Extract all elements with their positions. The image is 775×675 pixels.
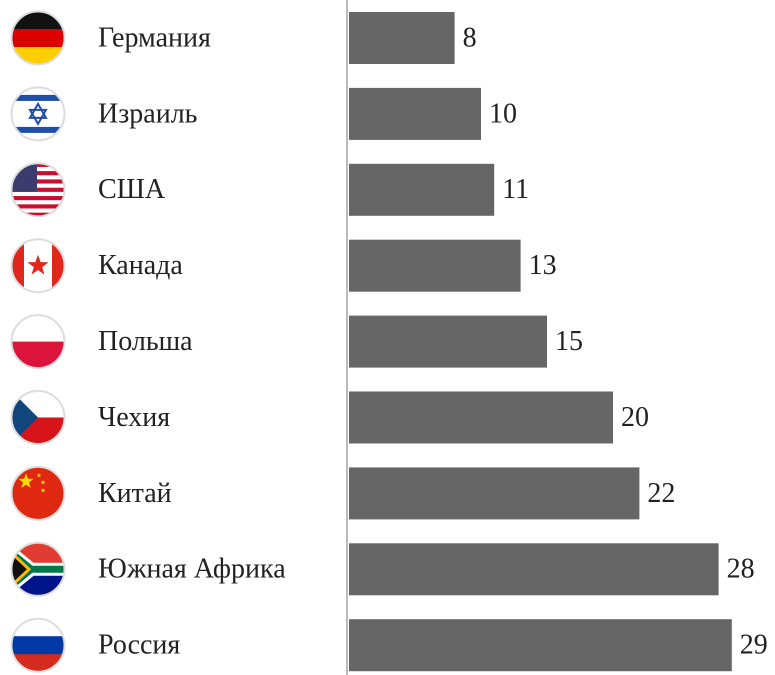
flag-border: [10, 617, 66, 673]
flag-stripe: [12, 200, 64, 205]
y-tick-label: Германия: [98, 22, 211, 53]
bar: [349, 543, 719, 596]
flag-star: [40, 479, 46, 485]
flag-stripe: [12, 47, 64, 64]
bar: [349, 315, 547, 368]
flag-stripe: [12, 94, 64, 101]
flag-stripe: [12, 163, 64, 168]
flag-stripe: [12, 543, 64, 554]
flag-stripe: [12, 171, 64, 176]
flag-triangle: [12, 391, 38, 444]
flag-stripe: [12, 208, 64, 214]
value-label: 29: [740, 630, 768, 661]
flag-stripe: [12, 636, 64, 655]
flag-stripe: [12, 341, 64, 368]
flag-stripe: [12, 654, 64, 672]
flag-stripe: [12, 187, 64, 193]
flag-stripe: [12, 585, 64, 596]
flag: [12, 87, 64, 140]
flag-stripe: [12, 574, 64, 586]
flag-stripe: [12, 553, 64, 565]
flag-star: [36, 472, 42, 478]
value-label: 15: [555, 326, 583, 357]
flag: [12, 543, 64, 596]
flag-border: [10, 86, 66, 142]
flag: [12, 163, 64, 216]
bar: [349, 239, 521, 292]
flag-border: [10, 162, 66, 218]
flag-stripe: [52, 239, 64, 292]
flag-stripe: [12, 29, 64, 48]
value-label: 22: [647, 478, 675, 509]
bar: [349, 467, 640, 520]
flag-triangle: [12, 548, 32, 590]
flag-border: [10, 541, 66, 597]
flag: [12, 12, 64, 64]
value-label: 20: [621, 402, 649, 433]
bar: [349, 391, 613, 444]
y-tick-label: Канада: [98, 250, 183, 281]
flag-stripe: [12, 12, 64, 30]
y-tick-label: Израиль: [98, 98, 197, 129]
flag-stripe: [12, 191, 64, 197]
flag-star: [40, 487, 46, 493]
y-tick-label: Россия: [98, 630, 180, 661]
flag-star: [27, 254, 49, 275]
y-tick-label: США: [98, 174, 166, 205]
y-tick-label: Чехия: [98, 402, 170, 433]
flag-stripe: [12, 315, 64, 343]
bar: [349, 87, 481, 140]
flag-y: [12, 543, 64, 596]
bar: [349, 619, 732, 672]
value-label: 8: [463, 22, 477, 53]
value-label: 13: [529, 250, 557, 281]
flag-star: [18, 473, 34, 488]
flag: [12, 391, 64, 444]
y-tick-label: Польша: [98, 326, 193, 357]
flag: [12, 619, 64, 672]
flag-stripe: [12, 619, 64, 637]
flag-stripe: [12, 183, 64, 189]
flag-stripe: [12, 175, 64, 180]
value-label: 10: [489, 98, 517, 129]
flag-border: [10, 238, 66, 294]
y-tick-label: Китай: [98, 478, 172, 509]
flag-stripe: [12, 212, 64, 216]
flag-border: [10, 390, 66, 445]
flag-border: [10, 314, 66, 370]
flag: [12, 467, 64, 520]
bar: [349, 12, 455, 64]
flag-stripe: [12, 196, 64, 201]
y-tick-label: Южная Африка: [98, 554, 286, 585]
bar: [349, 163, 495, 216]
value-label: 11: [502, 174, 529, 205]
flag-stripe: [12, 239, 24, 292]
flag-star: [28, 108, 48, 126]
value-label: 28: [727, 554, 755, 585]
flag-border: [10, 10, 66, 66]
flag-stripe: [12, 166, 64, 172]
flag-stripe: [12, 179, 64, 185]
flag-stripe: [12, 126, 64, 133]
flag-border: [10, 465, 66, 521]
flag-stripe: [12, 204, 64, 209]
